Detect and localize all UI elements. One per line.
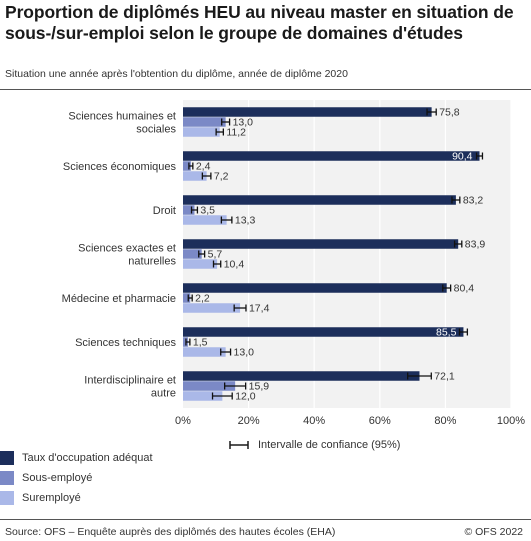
- bar-under: [183, 381, 236, 391]
- value-label: 15,9: [249, 381, 270, 393]
- legend-item-over: Suremployé: [0, 491, 300, 507]
- value-label: 85,5: [436, 327, 457, 339]
- bar-under: [183, 205, 195, 215]
- value-label: 10,4: [224, 259, 245, 271]
- bar-under: [183, 161, 191, 171]
- copyright-note: © OFS 2022: [464, 526, 523, 538]
- x-tick-label: 60%: [369, 415, 391, 427]
- category-label: autre: [151, 388, 176, 400]
- bar-adequate: [183, 195, 456, 205]
- value-label: 11,2: [226, 127, 246, 139]
- value-label: 1,5: [193, 337, 208, 349]
- bar-over: [183, 171, 207, 181]
- bar-adequate: [183, 107, 432, 117]
- category-label: Droit: [153, 205, 176, 217]
- value-label: 80,4: [454, 283, 475, 295]
- footer-divider: [0, 519, 531, 520]
- category-label: Sciences techniques: [75, 337, 176, 349]
- category-label: Interdisciplinaire et: [84, 375, 176, 387]
- bar-adequate: [183, 283, 447, 293]
- bar-over: [183, 127, 220, 137]
- value-label: 2,4: [196, 161, 211, 173]
- legend-swatch-over: [0, 491, 14, 505]
- bar-over: [183, 347, 226, 357]
- legend-label-adequate: Taux d'occupation adéquat: [22, 452, 153, 464]
- value-label: 75,8: [439, 107, 460, 119]
- value-label: 13,0: [233, 117, 254, 129]
- x-tick-label: 40%: [303, 415, 325, 427]
- bar-adequate: [183, 239, 459, 249]
- value-label: 13,3: [235, 215, 256, 227]
- legend-swatch-under: [0, 471, 14, 485]
- value-label: 2,2: [195, 293, 210, 305]
- bar-over: [183, 303, 241, 313]
- legend-label-under: Sous-employé: [22, 472, 93, 484]
- ci-legend-label: Intervalle de confiance (95%): [258, 439, 401, 451]
- chart-title: Proportion de diplômés HEU au niveau mas…: [5, 2, 514, 43]
- bar-under: [183, 117, 226, 127]
- legend-item-adequate: Taux d'occupation adéquat: [0, 451, 300, 467]
- value-label: 5,7: [208, 249, 223, 261]
- ci-legend-icon: [229, 441, 249, 449]
- x-tick-label: 20%: [238, 415, 260, 427]
- bar-over: [183, 215, 227, 225]
- category-label: Sciences économiques: [63, 161, 177, 173]
- value-label: 7,2: [214, 171, 229, 183]
- x-tick-label: 80%: [434, 415, 456, 427]
- ci-legend: Intervalle de confiance (95%): [228, 438, 478, 454]
- bar-over: [183, 259, 218, 269]
- value-label: 83,9: [465, 239, 486, 251]
- legend-item-under: Sous-employé: [0, 471, 300, 487]
- x-tick-label: 0%: [175, 415, 191, 427]
- category-label: Médecine et pharmacie: [62, 293, 176, 305]
- category-label: Sciences humaines et: [68, 111, 176, 123]
- value-label: 72,1: [434, 371, 455, 383]
- bar-adequate: [183, 151, 480, 161]
- bar-over: [183, 391, 223, 401]
- bar-adequate: [183, 327, 464, 337]
- category-label: Sciences exactes et: [78, 243, 176, 255]
- plot-area: [183, 100, 511, 408]
- x-tick-label: 100%: [497, 415, 525, 427]
- value-label: 3,5: [200, 205, 215, 217]
- legend-label-over: Suremployé: [22, 492, 81, 504]
- source-note: Source: OFS – Enquête auprès des diplômé…: [5, 526, 336, 538]
- value-label: 13,0: [234, 347, 255, 359]
- bar-under: [183, 249, 202, 259]
- bar-under: [183, 293, 191, 303]
- chart-subtitle: Situation une année après l'obtention du…: [5, 68, 348, 80]
- value-label: 83,2: [463, 195, 484, 207]
- category-label: naturelles: [128, 256, 176, 268]
- bar-adequate: [183, 371, 420, 381]
- value-label: 90,4: [452, 151, 473, 163]
- value-label: 17,4: [249, 303, 270, 315]
- value-label: 12,0: [235, 391, 256, 403]
- bar-chart: 0% 20% 40% 60% 80% 100% Sciences humaines etso…: [62, 100, 525, 427]
- category-label: sociales: [136, 124, 176, 136]
- header-divider: [0, 89, 531, 90]
- legend-swatch-adequate: [0, 451, 14, 465]
